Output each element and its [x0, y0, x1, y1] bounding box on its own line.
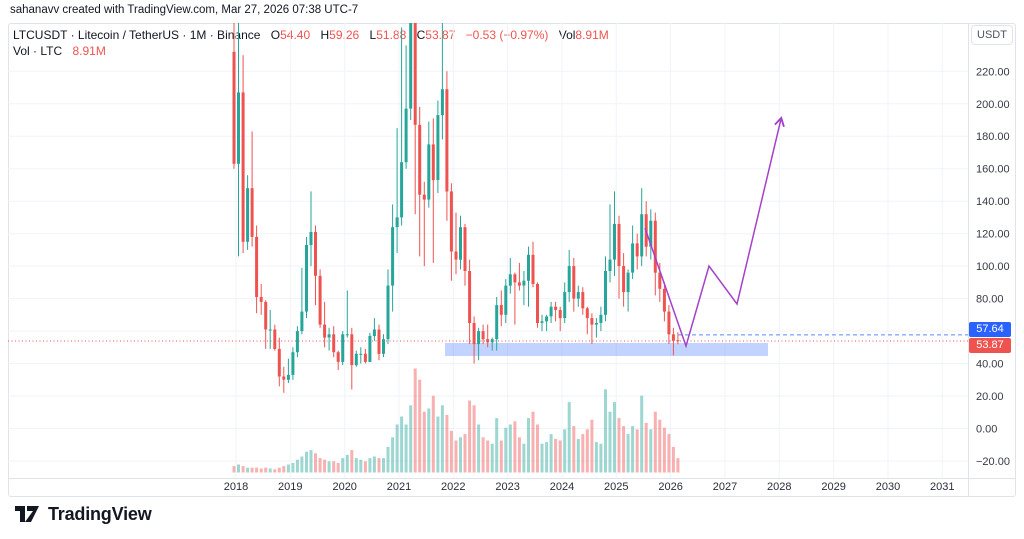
- legend-close-value: 53.87: [425, 28, 456, 42]
- chart-legend: LTCUSDT · Litecoin / TetherUS · 1M · Bin…: [13, 27, 609, 59]
- time-axis-separator: [8, 478, 1016, 479]
- legend-vol-value: 8.91M: [575, 28, 609, 42]
- currency-button[interactable]: USDT: [971, 25, 1013, 45]
- last-price-badge: 53.87: [969, 338, 1011, 353]
- legend-vol-label: Vol: [558, 28, 576, 42]
- tradingview-logo-mark-icon: [15, 506, 39, 522]
- legend-low-label: L: [369, 28, 377, 42]
- volume-study-label: Vol · LTC: [13, 44, 63, 58]
- legend-low-value: 51.88: [376, 28, 407, 42]
- legend-volume-row: Vol · LTC 8.91M: [13, 43, 609, 59]
- legend-open-label: O: [270, 28, 281, 42]
- chart-widget-border: [8, 23, 1016, 497]
- legend-close-label: C: [416, 28, 426, 42]
- legend-open-value: 54.40: [280, 28, 311, 42]
- attribution-text: sahanavv created with TradingView.com, M…: [10, 4, 359, 16]
- tradingview-logo[interactable]: TradingView: [14, 503, 152, 525]
- legend-symbol-row: LTCUSDT · Litecoin / TetherUS · 1M · Bin…: [13, 27, 609, 43]
- legend-change-value: −0.53 (−0.97%): [465, 28, 549, 42]
- volume-study-value: 8.91M: [72, 44, 106, 58]
- legend-title: LTCUSDT · Litecoin / TetherUS · 1M · Bin…: [13, 28, 261, 42]
- tradingview-logo-text: TradingView: [48, 503, 152, 524]
- legend-high-value: 59.26: [329, 28, 360, 42]
- level-price-badge: 57.64: [969, 322, 1011, 337]
- legend-high-label: H: [320, 28, 330, 42]
- price-axis-separator: [968, 23, 969, 497]
